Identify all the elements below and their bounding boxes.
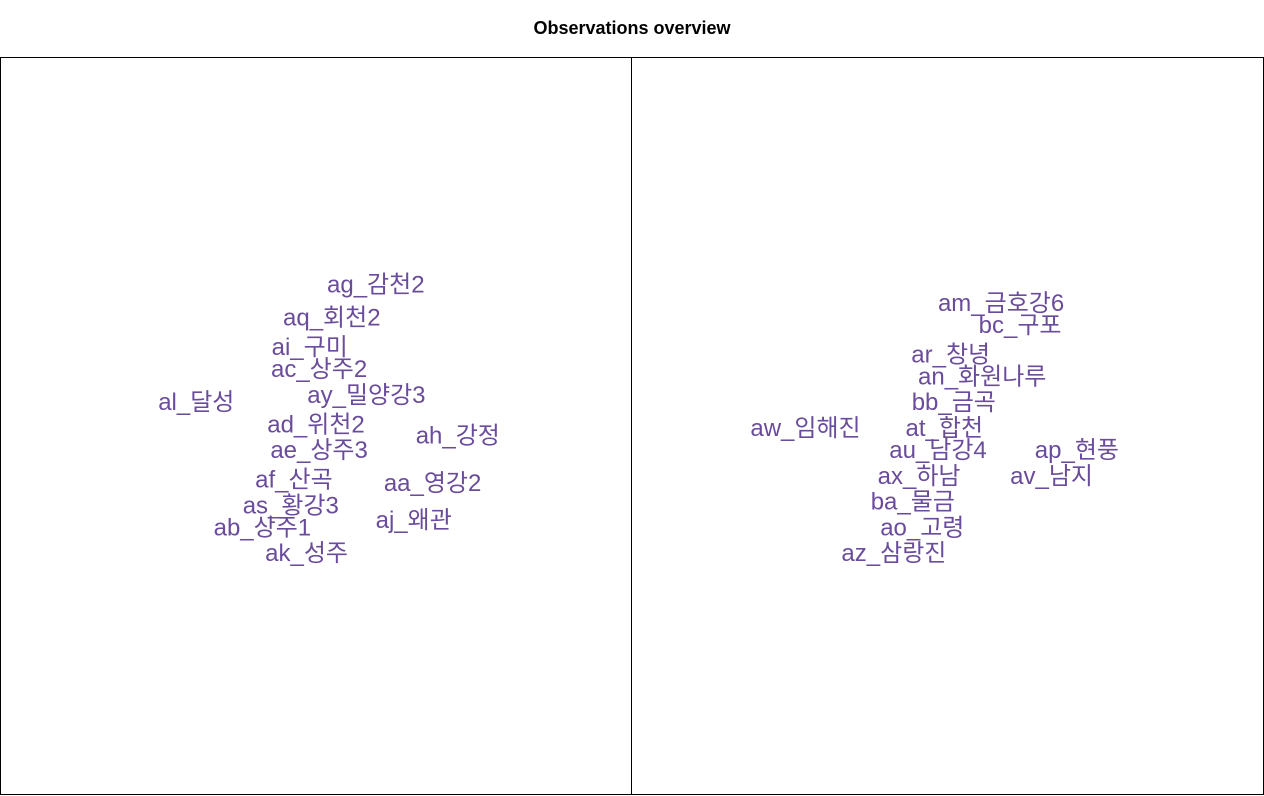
left-point-label-4: al_달성 bbox=[158, 389, 234, 416]
left-panel: ag_감천2 aq_회천2 ai_구미 ac_상주2 al_달성 ay_밀양강3 ad_위천… bbox=[0, 57, 632, 795]
left-point-label-10: aa_영강2 bbox=[384, 470, 482, 497]
left-point-label-8: ae_상주3 bbox=[270, 437, 368, 464]
right-point-label-8: ap_현풍 bbox=[1035, 437, 1119, 464]
left-point-label-1: aq_회천2 bbox=[283, 305, 381, 332]
right-panel: am_금호강6 bc_구포 ar_창녕 an_화원나루 bb_금곡 aw_임해진 at_합천… bbox=[631, 57, 1264, 795]
left-point-label-9: af_산곡 bbox=[255, 467, 333, 494]
right-point-label-3: an_화원나루 bbox=[918, 364, 1046, 391]
right-point-label-5: aw_임해진 bbox=[750, 415, 860, 442]
right-point-label-6: at_합천 bbox=[906, 415, 984, 442]
left-point-label-7: ah_강정 bbox=[416, 422, 500, 449]
right-point-label-0: am_금호강6 bbox=[938, 290, 1064, 317]
left-point-label-0: ag_감천2 bbox=[327, 272, 425, 299]
left-point-label-2: ai_구미 bbox=[272, 334, 348, 361]
left-point-label-14: ak_성주 bbox=[265, 540, 348, 567]
left-point-label-13: ab_상주1 bbox=[214, 514, 312, 541]
right-point-label-9: ax_하남 bbox=[878, 463, 961, 490]
left-point-label-12: aj_왜관 bbox=[376, 507, 452, 534]
right-point-label-2: ar_창녕 bbox=[911, 341, 990, 368]
left-point-label-3: ac_상주2 bbox=[271, 356, 367, 383]
left-point-label-6: ad_위천2 bbox=[267, 411, 365, 438]
chart-title: Observations overview bbox=[533, 18, 731, 38]
right-point-label-13: az_삼랑진 bbox=[841, 540, 946, 567]
right-point-label-11: ba_물금 bbox=[871, 489, 955, 516]
right-point-label-1: bc_구포 bbox=[979, 312, 1062, 339]
right-point-label-10: av_남지 bbox=[1010, 463, 1093, 490]
right-point-label-7: au_남강4 bbox=[889, 437, 987, 464]
right-point-label-12: ao_고령 bbox=[880, 514, 964, 541]
left-point-label-11: as_황강3 bbox=[243, 492, 339, 519]
right-point-label-4: bb_금곡 bbox=[912, 389, 996, 416]
left-point-label-5: ay_밀양강3 bbox=[307, 382, 425, 409]
